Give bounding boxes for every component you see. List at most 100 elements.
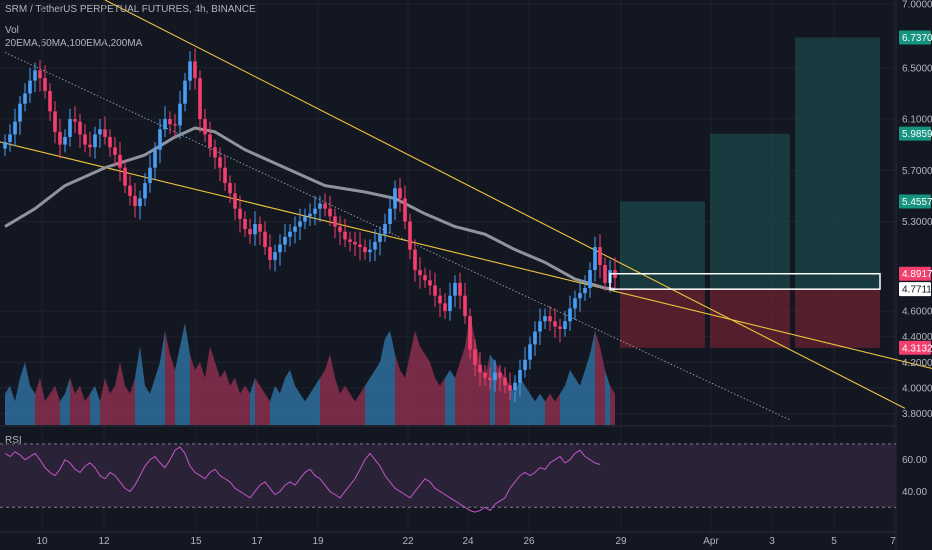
volume-segment [180, 322, 185, 425]
volume-legend-label[interactable]: Vol [5, 25, 19, 36]
candle-body [178, 103, 182, 126]
candle [568, 295, 572, 331]
volume-segment [75, 385, 80, 425]
volume-segment [260, 385, 265, 425]
rsi-legend-label[interactable]: RSI [5, 435, 22, 446]
candle-body [408, 221, 412, 250]
candle-body [348, 239, 352, 242]
candle-body [528, 344, 532, 360]
candle [223, 154, 227, 191]
candle-body [83, 134, 87, 145]
candle-body [548, 316, 552, 322]
volume-segment [200, 362, 205, 425]
volume-segment [100, 377, 105, 425]
candle-body [228, 183, 232, 194]
volume-segment [405, 354, 410, 425]
rsi-panel [0, 443, 896, 513]
price-tick-label: 7.0000 [902, 0, 932, 10]
candle-body [108, 136, 112, 148]
price-tick-label: 5.3000 [902, 217, 932, 228]
price-label-badge[interactable]: 4.7711 [899, 282, 932, 297]
price-label-badge[interactable]: 5.9859 [899, 126, 932, 141]
candle-body [173, 124, 177, 126]
volume-segment [10, 385, 15, 425]
candle-body [553, 321, 557, 327]
channel-boundary-line[interactable] [0, 138, 932, 425]
candle-body [13, 121, 17, 135]
candle-body [123, 167, 127, 186]
volume-segment [25, 362, 30, 425]
volume-segment [105, 377, 110, 425]
candle [388, 195, 392, 234]
price-tick-label: 4.4000 [902, 332, 932, 343]
price-label-badge[interactable]: 6.7370 [899, 30, 932, 45]
candle-body [568, 308, 572, 322]
price-label-box [899, 282, 931, 297]
volume-segment [325, 354, 330, 425]
price-label-badge[interactable]: 4.8917 [899, 266, 932, 281]
candle [433, 272, 437, 308]
price-axis[interactable]: 60.00 40.00 7.0000 6.5000 6.1000 5.7000 5.3000… [899, 0, 932, 498]
candle-body [163, 119, 167, 130]
volume-segment [230, 377, 235, 425]
candle [518, 359, 522, 397]
volume-segment [70, 377, 75, 425]
candle [403, 185, 407, 230]
trend-channel-lines[interactable] [0, 0, 932, 425]
candle [533, 321, 537, 356]
candle-body [238, 208, 242, 219]
candle-body [593, 247, 597, 271]
candle-body [363, 247, 367, 253]
volume-segment [305, 393, 310, 425]
candle-body [243, 218, 247, 230]
candle-body [393, 188, 397, 209]
candle [268, 234, 272, 270]
volume-segment [270, 385, 275, 425]
moving-averages-legend-label[interactable]: 20EMA,50MA,100EMA,200MA [5, 38, 143, 49]
volume-segment [355, 393, 360, 425]
candle [468, 308, 472, 360]
volume-segment [235, 377, 240, 425]
candle-body [63, 136, 67, 145]
volume-segment [255, 377, 260, 425]
chart-title: SRM / TetherUS PERPETUAL FUTURES, 4h, BI… [5, 4, 256, 15]
candle [208, 121, 212, 157]
rsi-tick-label: 40.00 [902, 487, 927, 498]
candle-body [373, 241, 377, 250]
candle [603, 257, 607, 291]
volume-segment [460, 346, 465, 425]
channel-midline[interactable] [4, 52, 791, 421]
candle-body [78, 121, 82, 135]
candle-body [88, 144, 92, 148]
candle-body [318, 203, 322, 209]
candle-body [223, 167, 227, 184]
volume-segment [415, 330, 420, 425]
volume-segment [535, 393, 540, 425]
time-axis[interactable]: 10 12 15 17 19 22 24 26 29 Apr 3 5 7 [36, 536, 896, 547]
candle [378, 226, 382, 256]
time-tick-label: 24 [462, 536, 474, 547]
rsi-line [4, 446, 601, 513]
price-label-badge[interactable]: 4.3132 [899, 340, 932, 355]
volume-segment [540, 393, 545, 425]
price-tick-label: 4.0000 [902, 383, 932, 394]
price-label-badge[interactable]: 5.4557 [899, 194, 932, 209]
candle [348, 231, 352, 252]
candle-body [378, 234, 382, 242]
volume-segment [425, 354, 430, 425]
volume-segment [250, 377, 255, 425]
channel-boundary-line[interactable] [104, 0, 906, 409]
stop-zone [795, 289, 880, 348]
candle-body [338, 226, 342, 232]
volume-segment [40, 377, 45, 425]
candle [233, 183, 237, 221]
candle-body [598, 247, 602, 265]
candle [83, 124, 87, 153]
candle [33, 62, 37, 93]
target-zone [795, 37, 880, 290]
candle [548, 305, 552, 331]
volume-segment [220, 370, 225, 425]
volume-segment [365, 377, 370, 425]
candle [198, 70, 202, 133]
